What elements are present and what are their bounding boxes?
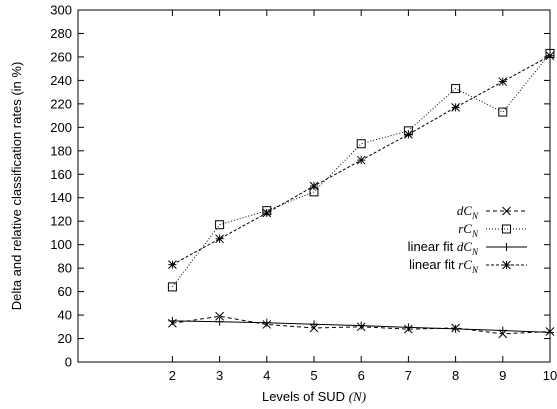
series-layer xyxy=(167,48,555,339)
y-tick-label: 140 xyxy=(50,190,72,205)
legend-marker xyxy=(502,206,511,216)
data-point xyxy=(404,323,413,332)
data-point xyxy=(404,130,413,139)
data-point xyxy=(215,220,225,230)
y-tick-label: 0 xyxy=(65,355,72,370)
y-tick-label: 40 xyxy=(58,308,72,323)
series-line xyxy=(172,53,551,288)
y-tick-label: 120 xyxy=(50,214,72,229)
x-tick-label: 3 xyxy=(216,368,223,383)
x-tick-label: 6 xyxy=(358,368,365,383)
legend-label-prefix: linear fit xyxy=(409,257,458,272)
legend-label-var: dC xyxy=(457,239,473,254)
data-point xyxy=(357,321,366,330)
x-tick-label: 9 xyxy=(499,368,506,383)
data-point xyxy=(167,282,177,292)
legend-marker xyxy=(502,243,511,251)
y-tick-label: 160 xyxy=(50,167,72,182)
x-tick-label: 10 xyxy=(543,368,557,383)
data-point xyxy=(168,260,177,269)
y-tick-label: 200 xyxy=(50,120,72,135)
data-point xyxy=(451,103,460,112)
data-point xyxy=(451,84,461,94)
y-tick-label: 20 xyxy=(58,331,72,346)
legend-label-var: rC xyxy=(458,257,472,272)
series-2 xyxy=(168,316,554,337)
data-point xyxy=(262,318,271,327)
x-axis-label-text: Levels of SUD xyxy=(262,389,345,404)
y-axis-ticks: 0 20 40 60 80 100 120 140 160 180 200 220 240 260 280 3… xyxy=(50,3,550,370)
x-axis-ticks: 2 3 4 5 6 7 8 9 10 xyxy=(169,10,557,383)
legend-label-sub: N xyxy=(471,247,479,257)
y-tick-label: 300 xyxy=(50,3,72,18)
legend-label-var: rC xyxy=(458,221,472,236)
data-point xyxy=(545,51,555,61)
data-point xyxy=(215,234,224,244)
data-point xyxy=(498,326,507,335)
data-point xyxy=(262,208,272,218)
data-point xyxy=(215,311,224,321)
legend-label-sub: N xyxy=(471,211,479,221)
x-tick-label: 7 xyxy=(405,368,412,383)
data-point xyxy=(356,155,366,165)
data-point xyxy=(309,181,319,191)
data-point xyxy=(310,320,318,329)
x-axis-label-var: (N) xyxy=(349,389,366,404)
legend-label: linear fit rCN xyxy=(409,257,479,275)
series-1 xyxy=(167,48,555,292)
y-tick-label: 240 xyxy=(50,73,72,88)
y-tick-label: 80 xyxy=(58,261,72,276)
legend-marker xyxy=(502,260,511,270)
legend-label: linear fit dCN xyxy=(408,239,479,257)
legend-label-prefix: linear fit xyxy=(408,239,457,254)
y-tick-label: 100 xyxy=(50,237,72,252)
y-tick-label: 280 xyxy=(50,26,72,41)
x-tick-label: 2 xyxy=(169,368,176,383)
data-point xyxy=(215,317,224,326)
legend-label: rCN xyxy=(458,221,479,239)
legend-label-var: dC xyxy=(457,203,473,218)
x-tick-label: 5 xyxy=(310,368,317,383)
legend-label: dCN xyxy=(457,203,479,221)
data-point xyxy=(168,316,177,325)
data-point xyxy=(498,107,508,117)
x-tick-label: 4 xyxy=(263,368,270,383)
y-axis-label: Delta and relative classification rates … xyxy=(9,62,24,311)
y-tick-label: 260 xyxy=(50,49,72,64)
data-point xyxy=(451,324,460,333)
legend-label-sub: N xyxy=(471,265,479,275)
legend-label-sub: N xyxy=(471,229,479,239)
x-tick-label: 8 xyxy=(452,368,459,383)
data-point xyxy=(498,77,508,86)
y-tick-label: 180 xyxy=(50,143,72,158)
x-axis-label: Levels of SUD (N) xyxy=(262,389,366,404)
data-point xyxy=(356,139,366,149)
data-point xyxy=(546,328,554,337)
y-tick-label: 60 xyxy=(58,284,72,299)
series-3 xyxy=(168,51,555,269)
y-tick-label: 220 xyxy=(50,96,72,111)
legend-marker xyxy=(502,224,511,234)
